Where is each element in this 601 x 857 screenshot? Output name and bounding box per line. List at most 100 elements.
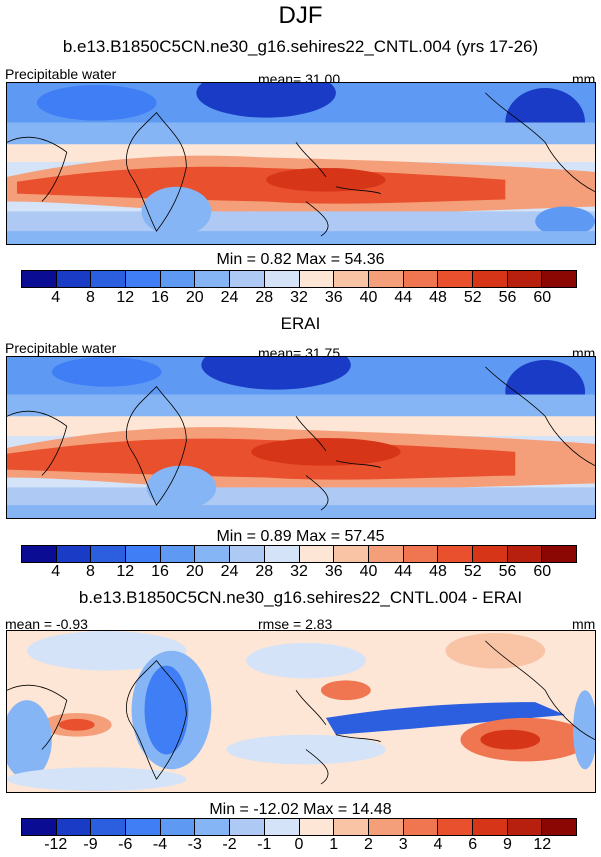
- colorbar-tick: 56: [498, 563, 517, 580]
- panel1-field: [7, 83, 595, 244]
- colorbar-bin: [334, 819, 369, 835]
- colorbar-bin: [91, 271, 127, 287]
- colorbar-bin: [403, 271, 439, 287]
- colorbar-tick: 9: [503, 836, 512, 853]
- colorbar-bin: [22, 546, 57, 562]
- colorbar-tick: 28: [255, 563, 274, 580]
- panel3-header: b.e13.B1850C5CN.ne30_g16.sehires22_CNTL.…: [78, 588, 523, 607]
- colorbar-tick: 4: [433, 836, 443, 853]
- colorbar-tick: 40: [359, 563, 378, 580]
- colorbar-tick: 60: [533, 289, 552, 306]
- colorbar-tick: 20: [185, 289, 204, 306]
- panel1-minmax: Min = 0.82 Max = 54.36: [216, 251, 385, 268]
- colorbar-bin: [56, 819, 92, 835]
- panel3-rmse-label: rmse = 2.83: [258, 616, 333, 632]
- colorbar-tick: 40: [359, 289, 378, 306]
- colorbar-tick: 6: [468, 836, 478, 853]
- panel2-field: [7, 357, 595, 518]
- panel2-header: ERAI: [280, 314, 321, 333]
- colorbar-bin: [264, 271, 300, 287]
- colorbar-bin: [195, 271, 231, 287]
- colorbar-bin: [299, 271, 335, 287]
- panel3-colorbar-ticks: -12 -9 -6 -4 -3 -2 -1 0 1 2 3 4 6 9 12: [21, 836, 577, 856]
- colorbar-tick: 1: [329, 836, 339, 853]
- colorbar-bin: [438, 271, 473, 287]
- figure-title: DJF: [278, 2, 323, 29]
- colorbar-bin: [299, 546, 335, 562]
- panel2-minmax: Min = 0.89 Max = 57.45: [216, 528, 385, 545]
- colorbar-bin: [334, 546, 369, 562]
- panel2-coastlines: [7, 366, 595, 511]
- colorbar-tick: 24: [220, 289, 239, 306]
- colorbar-tick: 3: [398, 836, 408, 853]
- panel1-colorbar-ticks: 4 8 12 16 20 24 28 32 36 40 44 48 52 56 …: [21, 289, 577, 309]
- colorbar-bin: [368, 819, 404, 835]
- colorbar-tick: 4: [51, 563, 61, 580]
- colorbar-tick: -4: [152, 836, 168, 853]
- colorbar-tick: 8: [86, 289, 95, 306]
- colorbar-bin: [438, 546, 473, 562]
- panel1-colorbar: [21, 270, 577, 288]
- colorbar-tick: 0: [294, 836, 304, 853]
- colorbar-tick: 12: [116, 563, 135, 580]
- colorbar-bin: [368, 271, 404, 287]
- colorbar-tick: 56: [498, 289, 517, 306]
- colorbar-bin: [403, 546, 439, 562]
- colorbar-bin: [56, 546, 92, 562]
- colorbar-bin: [22, 271, 57, 287]
- colorbar-tick: 16: [151, 563, 169, 580]
- panel1-header: b.e13.B1850C5CN.ne30_g16.sehires22_CNTL.…: [62, 37, 539, 56]
- colorbar-tick: 20: [185, 563, 204, 580]
- colorbar-bin: [264, 819, 300, 835]
- colorbar-tick: 12: [533, 836, 552, 853]
- colorbar-bin: [91, 546, 127, 562]
- panel2-colorbar-ticks: 4 8 12 16 20 24 28 32 36 40 44 48 52 56 …: [21, 563, 577, 583]
- colorbar-bin: [126, 819, 161, 835]
- panel2-map: [6, 356, 596, 519]
- panel3-field: [7, 631, 595, 792]
- colorbar-bin: [403, 819, 439, 835]
- colorbar-tick: 32: [290, 289, 308, 306]
- colorbar-tick: 28: [255, 289, 274, 306]
- panel3-mean-label: mean = -0.93: [5, 616, 88, 632]
- colorbar-bin: [230, 546, 265, 562]
- colorbar-tick: 16: [151, 289, 169, 306]
- colorbar-bin: [334, 271, 369, 287]
- colorbar-bin: [472, 271, 508, 287]
- colorbar-tick: 48: [429, 289, 447, 306]
- colorbar-tick: 8: [86, 563, 95, 580]
- colorbar-bin: [264, 546, 300, 562]
- colorbar-tick: 4: [51, 289, 61, 306]
- colorbar-bin: [542, 271, 576, 287]
- colorbar-bin: [230, 271, 265, 287]
- colorbar-bin: [368, 546, 404, 562]
- colorbar-tick: 32: [290, 563, 308, 580]
- colorbar-tick: 36: [324, 289, 343, 306]
- colorbar-bin: [22, 819, 57, 835]
- colorbar-tick: -9: [83, 836, 98, 853]
- panel3-map: [6, 630, 596, 793]
- colorbar-bin: [195, 819, 231, 835]
- panel3-minmax: Min = -12.02 Max = 14.48: [209, 801, 392, 818]
- colorbar-bin: [195, 546, 231, 562]
- panel1-map: [6, 82, 596, 245]
- colorbar-tick: 36: [324, 563, 343, 580]
- panel3-coastlines: [7, 640, 595, 785]
- colorbar-tick: 12: [116, 289, 135, 306]
- colorbar-tick: -3: [187, 836, 202, 853]
- colorbar-bin: [438, 819, 473, 835]
- colorbar-tick: 60: [533, 563, 552, 580]
- colorbar-tick: -1: [257, 836, 272, 853]
- colorbar-tick: 2: [364, 836, 373, 853]
- colorbar-tick: 24: [220, 563, 239, 580]
- colorbar-bin: [542, 546, 576, 562]
- colorbar-tick: 52: [463, 289, 482, 306]
- colorbar-bin: [507, 546, 543, 562]
- colorbar-bin: [472, 819, 508, 835]
- colorbar-tick: -6: [118, 836, 133, 853]
- colorbar-tick: -2: [222, 836, 237, 853]
- colorbar-bin: [160, 546, 196, 562]
- colorbar-bin: [507, 819, 543, 835]
- colorbar-bin: [507, 271, 543, 287]
- panel3-units: mm: [572, 616, 596, 632]
